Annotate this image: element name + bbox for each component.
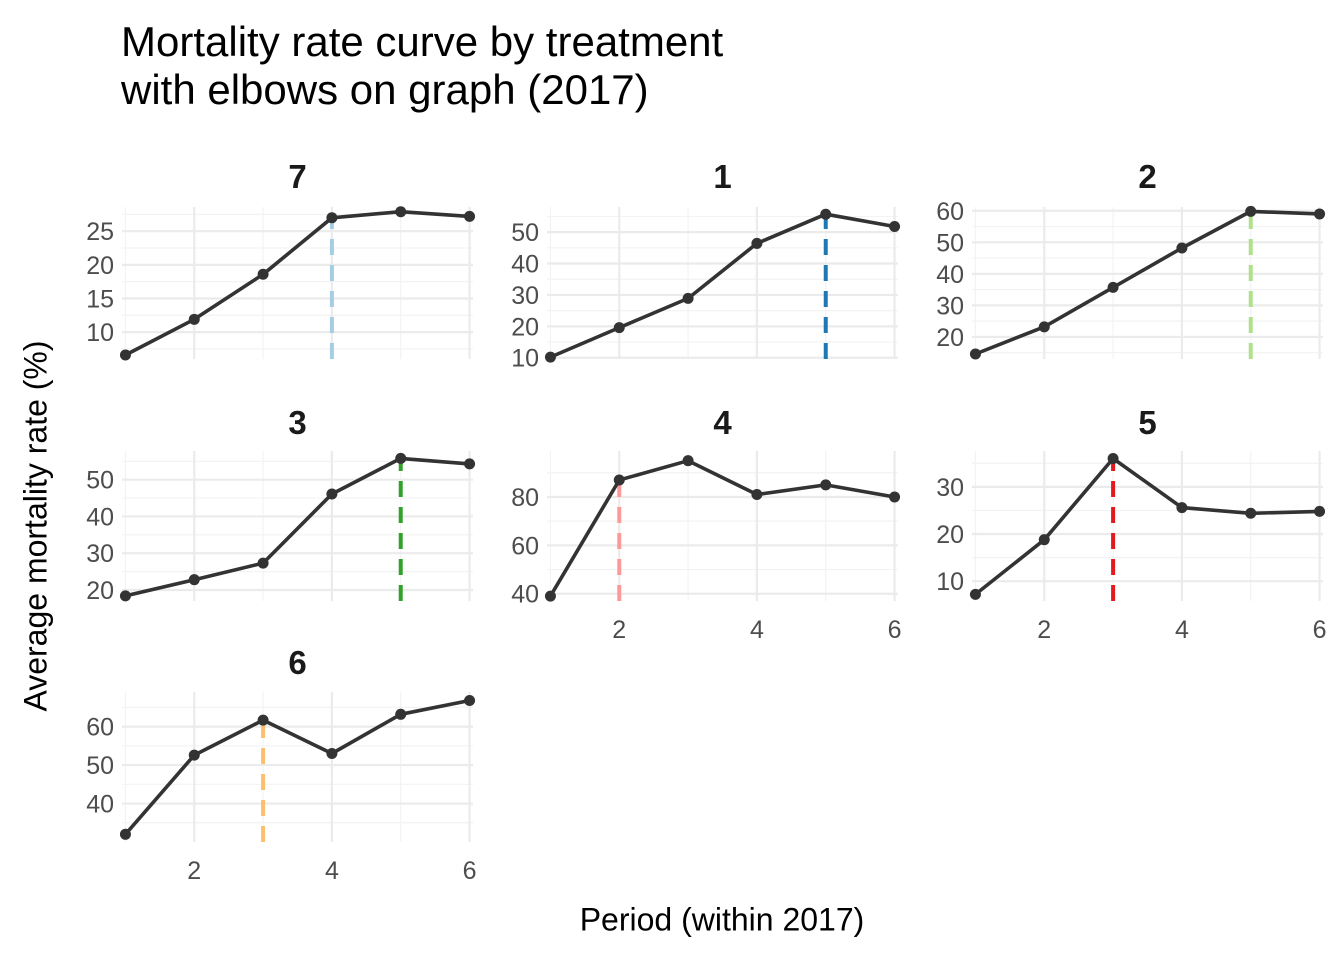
panel-2-data-point xyxy=(969,348,981,360)
panel-3-series-line xyxy=(123,456,472,598)
panel-1-y-tick-label: 40 xyxy=(511,251,539,279)
panel-6-data-point xyxy=(119,828,131,840)
panel-5-y-tick-label: 10 xyxy=(936,568,964,596)
panel-3-y-tick-label: 40 xyxy=(86,503,114,531)
panel-6-x-tick-label: 4 xyxy=(325,857,339,885)
panel-5-data-point xyxy=(1176,502,1188,514)
panel-2-data-point xyxy=(1245,205,1257,217)
panel-2-strip-title: 2 xyxy=(1138,158,1156,195)
panel-2-y-tick-label: 30 xyxy=(936,292,964,320)
panel-5-x-tick-label: 6 xyxy=(1313,616,1327,644)
panel-3-data-point xyxy=(395,452,407,464)
panel-7-strip-title: 7 xyxy=(288,158,306,195)
panel-1-y-tick-label: 50 xyxy=(511,219,539,247)
panel-1-data-point xyxy=(682,292,694,304)
panel-4-data-point xyxy=(820,479,832,491)
panel-4-y-tick-label: 80 xyxy=(511,484,539,512)
panel-5-x-tick-label: 2 xyxy=(1037,616,1051,644)
panel-2-data-point xyxy=(1314,208,1326,220)
panel-7-data-point xyxy=(188,313,200,325)
panel-3-data-point xyxy=(257,557,269,569)
panel-6-y-tick-label: 40 xyxy=(86,791,114,819)
panel-4-series-line xyxy=(548,458,897,599)
panel-4-data-point xyxy=(544,590,556,602)
panel-4-data-point xyxy=(613,474,625,486)
panel-2-data-point xyxy=(1107,281,1119,293)
panel-7-data-point xyxy=(257,268,269,280)
panel-7-data-point xyxy=(395,206,407,218)
panel-6-series-line xyxy=(123,698,472,837)
panel-4-data-point xyxy=(751,489,763,501)
panel-2-data-point xyxy=(1176,242,1188,254)
panel-4-x-tick-label: 2 xyxy=(612,616,626,644)
panel-6-x-tick-label: 2 xyxy=(187,857,201,885)
panel-3-data-point xyxy=(464,458,476,470)
panel-6-strip-title: 6 xyxy=(288,644,306,681)
panel-6-data-point xyxy=(395,708,407,720)
panel-4-x-tick-label: 6 xyxy=(888,616,902,644)
panel-2-y-tick-label: 60 xyxy=(936,198,964,226)
panel-7-data-point xyxy=(326,212,338,224)
panel-5-y-tick-label: 30 xyxy=(936,474,964,502)
panel-4-y-tick-label: 40 xyxy=(511,581,539,609)
panel-2-y-tick-label: 50 xyxy=(936,229,964,257)
panel-5-x-tick-label: 4 xyxy=(1175,616,1189,644)
panel-7-series-line xyxy=(123,209,472,357)
chart-title: Mortality rate curve by treatment with e… xyxy=(121,18,724,113)
panel-6-y-tick-label: 50 xyxy=(86,752,114,780)
panel-3-y-tick-label: 20 xyxy=(86,577,114,605)
panel-5-data-point xyxy=(1245,507,1257,519)
panel-7-data-point xyxy=(464,210,476,222)
panel-1-strip-title: 1 xyxy=(713,158,731,195)
panel-3-data-point xyxy=(119,590,131,602)
panel-7-data-point xyxy=(119,349,131,361)
panel-5-strip-title: 5 xyxy=(1138,404,1156,441)
panel-4-data-point xyxy=(682,455,694,467)
panel-2-series-line xyxy=(973,209,1322,356)
panel-5-data-point xyxy=(1314,505,1326,517)
panel-3-y-tick-label: 50 xyxy=(86,467,114,495)
panel-7-y-tick-label: 10 xyxy=(86,319,114,347)
panel-5-y-tick-label: 20 xyxy=(936,521,964,549)
x-axis-label: Period (within 2017) xyxy=(579,901,865,938)
panel-6-data-point xyxy=(326,748,338,760)
panel-1-data-point xyxy=(544,351,556,363)
panel-6-x-tick-label: 6 xyxy=(463,857,477,885)
panel-5-data-point xyxy=(969,588,981,600)
panel-1-data-point xyxy=(820,208,832,220)
panel-7-y-tick-label: 15 xyxy=(86,285,114,313)
panel-5-data-point xyxy=(1038,534,1050,546)
panel-4-x-tick-label: 4 xyxy=(750,616,764,644)
panel-7-y-tick-label: 20 xyxy=(86,252,114,280)
panel-1-data-point xyxy=(613,322,625,334)
panel-2-y-tick-label: 20 xyxy=(936,324,964,352)
panel-4-strip-title: 4 xyxy=(713,404,732,441)
panel-6-data-point xyxy=(464,694,476,706)
panel-4-data-point xyxy=(889,491,901,503)
panel-3-data-point xyxy=(188,574,200,586)
panel-1-series-line xyxy=(548,212,897,359)
panel-1-y-tick-label: 30 xyxy=(511,282,539,310)
panel-4-y-tick-label: 60 xyxy=(511,532,539,560)
panel-1-data-point xyxy=(751,237,763,249)
panel-5-data-point xyxy=(1107,453,1119,465)
panel-1-y-tick-label: 10 xyxy=(511,345,539,373)
panel-1-data-point xyxy=(889,220,901,232)
panel-7-y-tick-label: 25 xyxy=(86,218,114,246)
panel-2-y-tick-label: 40 xyxy=(936,261,964,289)
panel-5-series-line xyxy=(973,456,1322,597)
panel-6-data-point xyxy=(257,714,269,726)
panel-6-data-point xyxy=(188,749,200,761)
panel-3-strip-title: 3 xyxy=(288,404,306,441)
panel-2-data-point xyxy=(1038,321,1050,333)
panel-1-y-tick-label: 20 xyxy=(511,313,539,341)
panel-6-y-tick-label: 60 xyxy=(86,714,114,742)
panel-3-data-point xyxy=(326,488,338,500)
panel-3-y-tick-label: 30 xyxy=(86,540,114,568)
